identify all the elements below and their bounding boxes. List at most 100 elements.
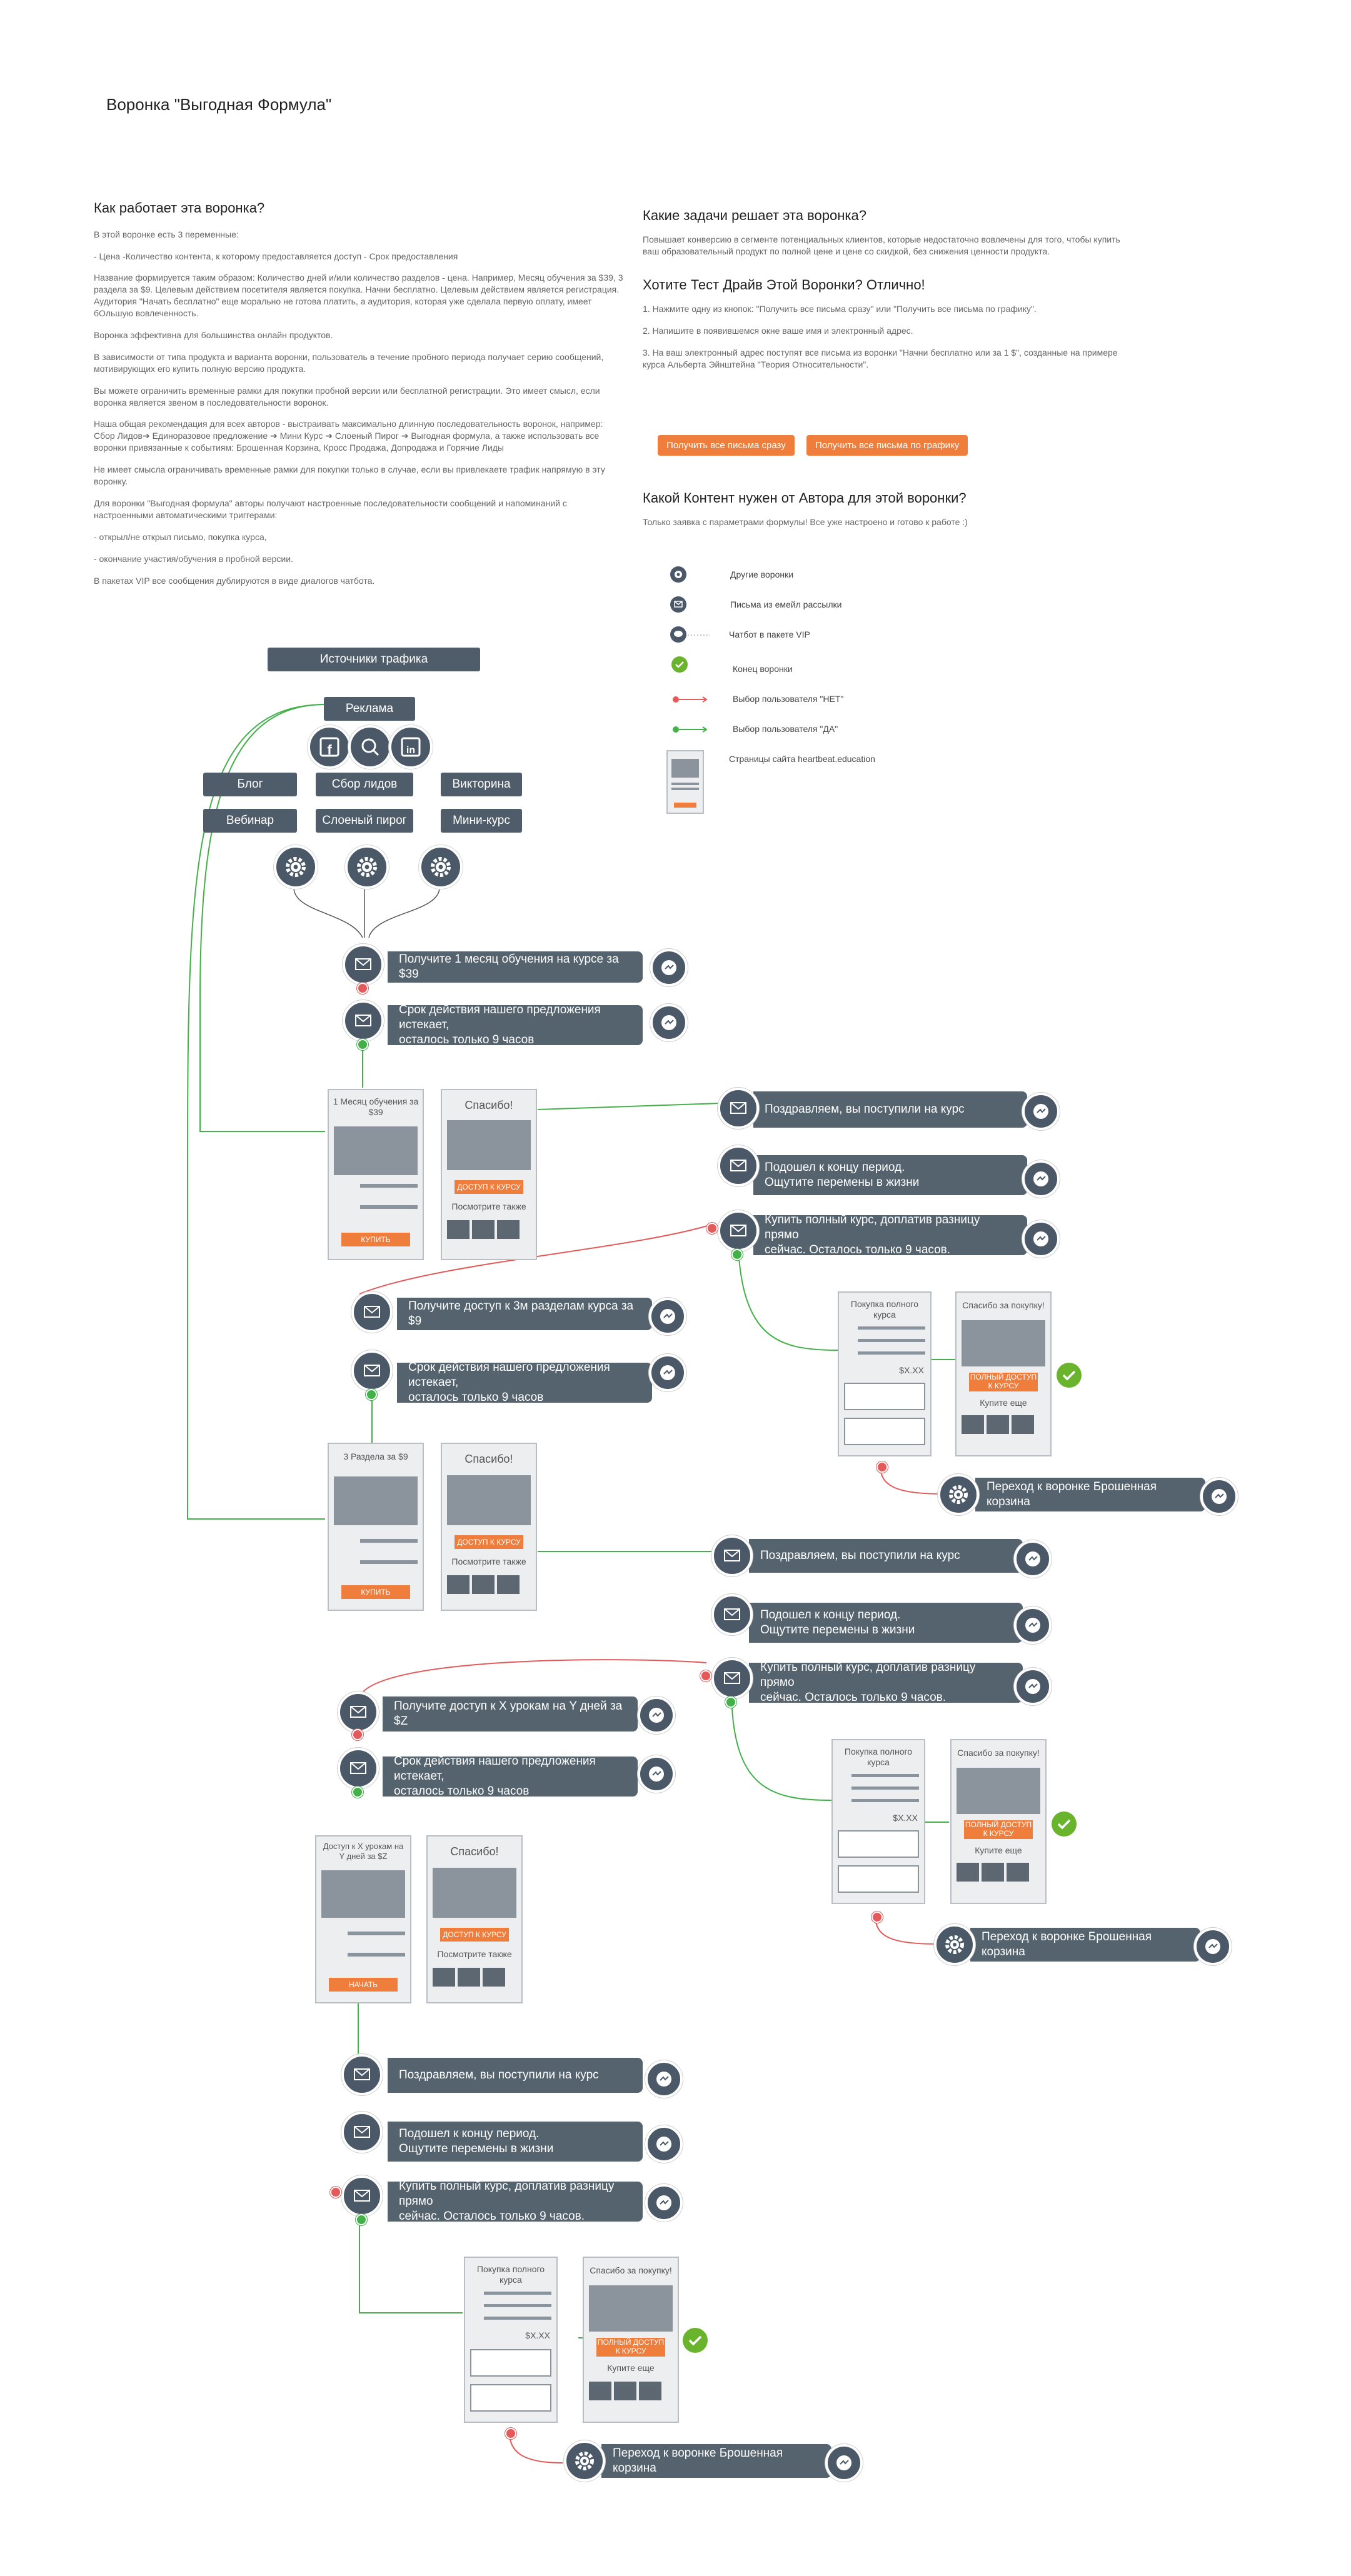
message-line: Купить полный курс, доплатив разницу пря… <box>399 2180 615 2208</box>
landing-page-month: 1 Месяц обучения за $39 КУПИТЬ <box>328 1089 424 1260</box>
source-mini-course[interactable]: Мини-курс <box>441 809 522 833</box>
yes-dot <box>725 1696 736 1708</box>
message-deadline: Срок действия нашего предложения истекае… <box>397 1361 652 1404</box>
source-layer-cake[interactable]: Слоеный пирог <box>316 809 413 833</box>
svg-text:in: in <box>406 745 415 756</box>
message-congrats: Поздравляем, вы поступили на курс <box>749 1539 1023 1573</box>
mail-icon <box>351 1350 393 1391</box>
thumbnails <box>957 1863 1029 1882</box>
page-title: Спасибо за покупку! <box>962 1300 1045 1310</box>
start-button[interactable]: НАЧАТЬ <box>329 1978 398 1992</box>
page-title: Спасибо за покупку! <box>590 2265 672 2275</box>
ads-box[interactable]: Реклама <box>324 697 415 721</box>
no-dot <box>700 1670 711 1681</box>
legend-label: Выбор пользователя "НЕТ" <box>733 694 844 704</box>
source-quiz[interactable]: Викторина <box>441 773 522 796</box>
paragraph: В этой воронке есть 3 переменные: <box>94 229 239 239</box>
message-line: сейчас. Осталось только 9 часов. <box>399 2209 585 2223</box>
message-period-end: Подошел к концу период. Ощутите перемены … <box>753 1155 1027 1195</box>
message-line: Срок действия нашего предложения истекае… <box>394 1755 596 1783</box>
yes-dot <box>731 1249 743 1260</box>
access-button[interactable]: ДОСТУП К КУРСУ <box>455 1535 523 1549</box>
facebook-icon: f <box>308 725 351 769</box>
full-access-button[interactable]: ПОЛНЫЙ ДОСТУП К КУРСУ <box>969 1373 1038 1391</box>
mail-icon <box>670 596 686 613</box>
full-access-button[interactable]: ПОЛНЫЙ ДОСТУП К КУРСУ <box>964 1820 1033 1839</box>
step: 2. Напишите в появившемся окне ваше имя … <box>643 326 913 336</box>
access-button[interactable]: ДОСТУП К КУРСУ <box>455 1180 523 1194</box>
yes-dot <box>366 1389 377 1400</box>
get-emails-schedule-button[interactable]: Получить все письма по графику <box>806 435 968 456</box>
message-line: Подошел к концу период. <box>760 1608 901 1622</box>
mail-icon <box>351 1291 393 1333</box>
page-title: Спасибо! <box>450 1845 499 1858</box>
source-webinar[interactable]: Вебинар <box>203 809 297 833</box>
buy-more-label: Купите еще <box>975 1845 1022 1855</box>
thanks-purchase-page: Спасибо за покупку! ПОЛНЫЙ ДОСТУП К КУРС… <box>950 1739 1047 1904</box>
message-deadline: Срок действия нашего предложения истекае… <box>388 1003 643 1046</box>
traffic-sources-header: Источники трафика <box>268 648 480 671</box>
message-line: сейчас. Осталось только 9 часов. <box>760 1690 947 1704</box>
tasks-text: Повышает конверсию в сегменте потенциаль… <box>643 234 1120 256</box>
thumbnails <box>447 1575 520 1594</box>
message-line: Ощутите перемены в жизни <box>399 2142 554 2155</box>
legend-label: Конец воронки <box>733 664 793 674</box>
buy-button[interactable]: КУПИТЬ <box>341 1233 410 1246</box>
full-purchase-page: Покупка полного курса $X.XX <box>831 1739 925 1904</box>
thanks-purchase-page: Спасибо за покупку! ПОЛНЫЙ ДОСТУП К КУРС… <box>583 2257 679 2423</box>
check-icon <box>683 2328 708 2353</box>
page-title: Покупка полного курса <box>476 2264 545 2285</box>
source-blog[interactable]: Блог <box>203 773 297 796</box>
gear-icon <box>419 845 463 889</box>
chatbot-icon <box>645 2184 683 2222</box>
chatbot-icon <box>1014 1606 1052 1644</box>
price-label: $X.XX <box>525 2330 550 2340</box>
page-title: Покупка полного курса <box>844 1747 913 1767</box>
buy-button[interactable]: КУПИТЬ <box>341 1585 410 1599</box>
chatbot-icon <box>1022 1160 1060 1198</box>
paragraph: Наша общая рекомендация для всех авторов… <box>94 419 603 453</box>
chatbot-icon <box>638 1696 675 1734</box>
how-it-works-section: Как работает эта воронка? В этой воронке… <box>94 199 625 596</box>
mail-icon <box>338 1691 379 1733</box>
source-lead-collection[interactable]: Сбор лидов <box>316 773 413 796</box>
get-all-emails-button[interactable]: Получить все письма сразу <box>658 435 795 456</box>
full-purchase-page: Покупка полного курса $X.XX <box>464 2257 558 2423</box>
see-also-label: Посмотрите также <box>437 1949 512 1959</box>
no-dot <box>876 1461 888 1473</box>
paragraph: - Цена -Количество контента, к которому … <box>94 251 458 261</box>
price-label: $X.XX <box>899 1365 924 1375</box>
no-dot <box>330 2187 341 2198</box>
page-title: Покупка полного курса <box>850 1299 919 1320</box>
message-line: осталось только 9 часов <box>399 1033 535 1046</box>
page-title: Спасибо! <box>465 1099 513 1111</box>
gear-icon <box>564 2440 605 2482</box>
paragraph: - открыл/не открыл письмо, покупка курса… <box>94 531 267 542</box>
full-access-button[interactable]: ПОЛНЫЙ ДОСТУП К КУРСУ <box>596 2338 665 2357</box>
chatbot-icon <box>1022 1220 1060 1258</box>
mail-icon <box>343 1000 384 1041</box>
message-deadline: Срок действия нашего предложения истекае… <box>383 1755 638 1798</box>
message-line: Купить полный курс, доплатив разницу пря… <box>765 1213 980 1242</box>
legend-label: Выбор пользователя "ДА" <box>733 724 838 734</box>
message-line: Купить полный курс, доплатив разницу пря… <box>760 1661 976 1690</box>
paragraph: Не имеет смысла ограничивать временные р… <box>94 464 605 487</box>
mail-icon <box>341 2112 383 2153</box>
mail-icon <box>718 1088 759 1129</box>
step: 1. Нажмите одну из кнопок: "Получить все… <box>643 304 1037 314</box>
how-it-works-heading: Как работает эта воронка? <box>94 200 265 216</box>
svg-text:f: f <box>327 742 332 758</box>
no-dot <box>706 1223 718 1234</box>
no-dot <box>352 1729 363 1740</box>
message-abandon-cart: Переход к воронке Брошенная корзина <box>601 2444 831 2478</box>
paragraph: В зависимости от типа продукта и вариант… <box>94 351 604 374</box>
landing-page-three: 3 Раздела за $9 КУПИТЬ <box>328 1443 424 1611</box>
mail-icon <box>711 1658 753 1699</box>
paragraph: В пакетах VIP все сообщения дублируются … <box>94 575 375 586</box>
access-button[interactable]: ДОСТУП К КУРСУ <box>440 1928 509 1942</box>
page-title: 3 Раздела за $9 <box>343 1451 408 1461</box>
message-offer-month: Получите 1 месяц обучения на курсе за $3… <box>388 951 643 983</box>
chatbot-icon <box>645 2125 683 2163</box>
mail-icon <box>338 1748 379 1789</box>
gear-icon <box>670 566 686 583</box>
